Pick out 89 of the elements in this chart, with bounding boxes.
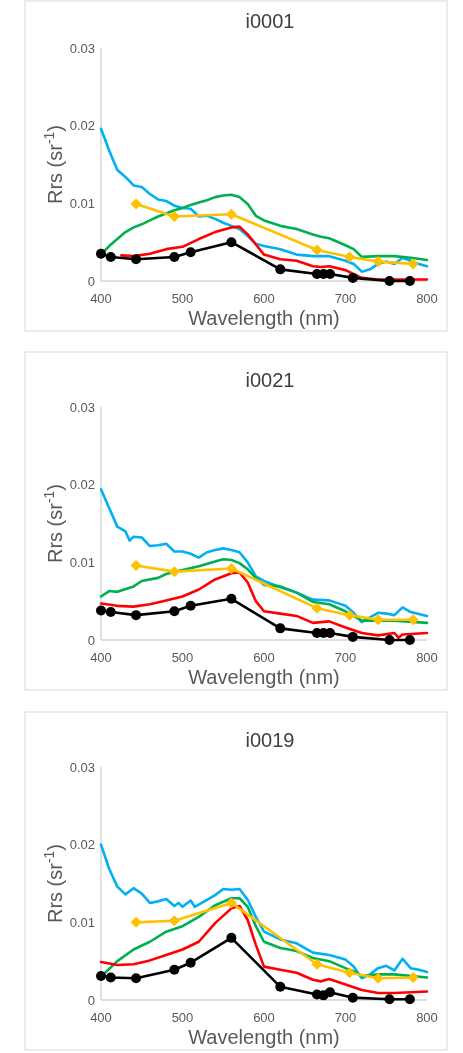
- x-tick-label: 800: [416, 1010, 438, 1025]
- x-tick-label: 400: [90, 1010, 112, 1025]
- y-tick-label: 0.02: [69, 118, 95, 134]
- point: [311, 602, 323, 614]
- point: [130, 559, 142, 571]
- x-tick-label: 700: [334, 1010, 357, 1025]
- point: [344, 609, 356, 621]
- x-tick-label: 400: [90, 650, 112, 665]
- x-tick-label: 600: [253, 650, 275, 665]
- point: [131, 973, 142, 984]
- chart-title: i0001: [245, 10, 295, 32]
- point: [226, 237, 237, 248]
- point: [404, 276, 415, 286]
- point: [225, 208, 237, 220]
- point: [384, 994, 395, 1005]
- x-tick-label: 800: [416, 291, 438, 306]
- y-tick-label: 0.02: [69, 477, 95, 493]
- point: [275, 264, 286, 275]
- point: [325, 628, 336, 639]
- point: [168, 915, 180, 927]
- x-tick-label: 500: [171, 650, 194, 665]
- point: [275, 981, 286, 992]
- point: [347, 272, 358, 283]
- point: [407, 971, 419, 983]
- point: [130, 916, 142, 928]
- point: [347, 631, 358, 642]
- point: [325, 987, 336, 998]
- point: [347, 992, 358, 1003]
- point: [407, 258, 419, 270]
- y-tick-label: 0: [87, 273, 95, 289]
- x-tick-label: 500: [171, 291, 194, 306]
- x-tick-label: 500: [171, 1010, 194, 1025]
- point: [96, 970, 106, 981]
- x-tick-label: 600: [253, 1010, 275, 1025]
- chart-title: i0019: [245, 729, 295, 751]
- point: [384, 635, 395, 645]
- point: [226, 932, 237, 943]
- x-axis-title: Wavelength (nm): [188, 307, 340, 329]
- x-tick-label: 700: [334, 650, 357, 665]
- point: [185, 247, 196, 258]
- chart-title: i0021: [245, 369, 295, 391]
- x-axis-title: Wavelength (nm): [188, 1026, 340, 1048]
- point: [169, 251, 180, 262]
- point: [105, 607, 116, 618]
- point: [404, 994, 415, 1005]
- point: [130, 198, 142, 210]
- y-tick-label: 0.02: [69, 837, 95, 853]
- point: [311, 244, 323, 256]
- x-axis-title: Wavelength (nm): [188, 666, 340, 688]
- point: [404, 635, 415, 645]
- y-tick-label: 0.01: [69, 914, 95, 930]
- point: [105, 251, 116, 262]
- point: [344, 967, 356, 979]
- y-tick-label: 0.01: [69, 554, 95, 570]
- point: [131, 610, 142, 621]
- point: [168, 566, 180, 578]
- line-series: [120, 225, 429, 281]
- point: [384, 276, 395, 286]
- point: [105, 972, 116, 983]
- point: [275, 623, 286, 634]
- point: [225, 897, 237, 909]
- point: [169, 964, 180, 975]
- x-tick-label: 600: [253, 291, 275, 306]
- x-tick-label: 800: [416, 650, 438, 665]
- y-tick-label: 0: [87, 632, 95, 648]
- point: [96, 605, 106, 616]
- point: [131, 254, 142, 265]
- point: [168, 211, 180, 223]
- x-tick-label: 700: [334, 291, 357, 306]
- point: [325, 269, 336, 280]
- point: [372, 614, 384, 626]
- point: [344, 251, 356, 263]
- x-tick-label: 400: [90, 291, 112, 306]
- y-tick-label: 0.03: [69, 40, 95, 56]
- y-tick-label: 0: [87, 992, 95, 1008]
- point: [185, 957, 196, 968]
- point: [372, 972, 384, 984]
- point: [185, 600, 196, 611]
- point: [311, 958, 323, 970]
- point: [226, 593, 237, 604]
- point: [225, 563, 237, 575]
- point: [372, 256, 384, 268]
- point: [407, 614, 419, 626]
- y-tick-label: 0.01: [69, 195, 95, 211]
- point: [96, 248, 106, 259]
- y-tick-label: 0.03: [69, 759, 95, 775]
- line-series: [99, 843, 429, 980]
- point: [169, 606, 180, 617]
- y-tick-label: 0.03: [69, 399, 95, 415]
